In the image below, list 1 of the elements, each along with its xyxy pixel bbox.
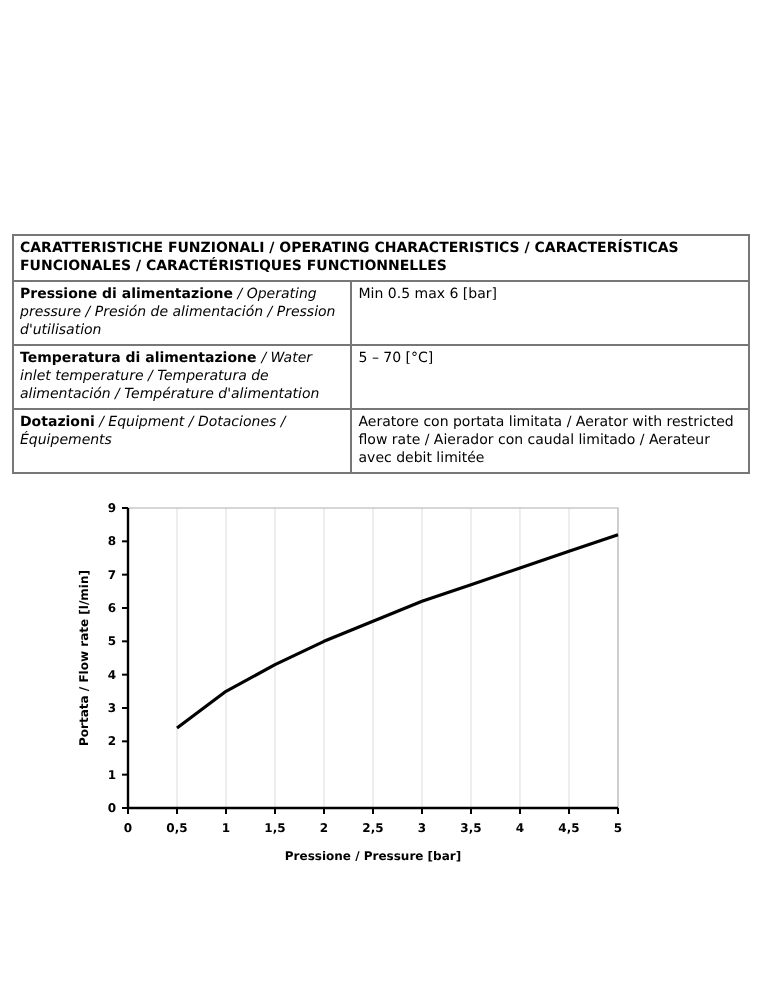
line-series [175, 533, 620, 730]
